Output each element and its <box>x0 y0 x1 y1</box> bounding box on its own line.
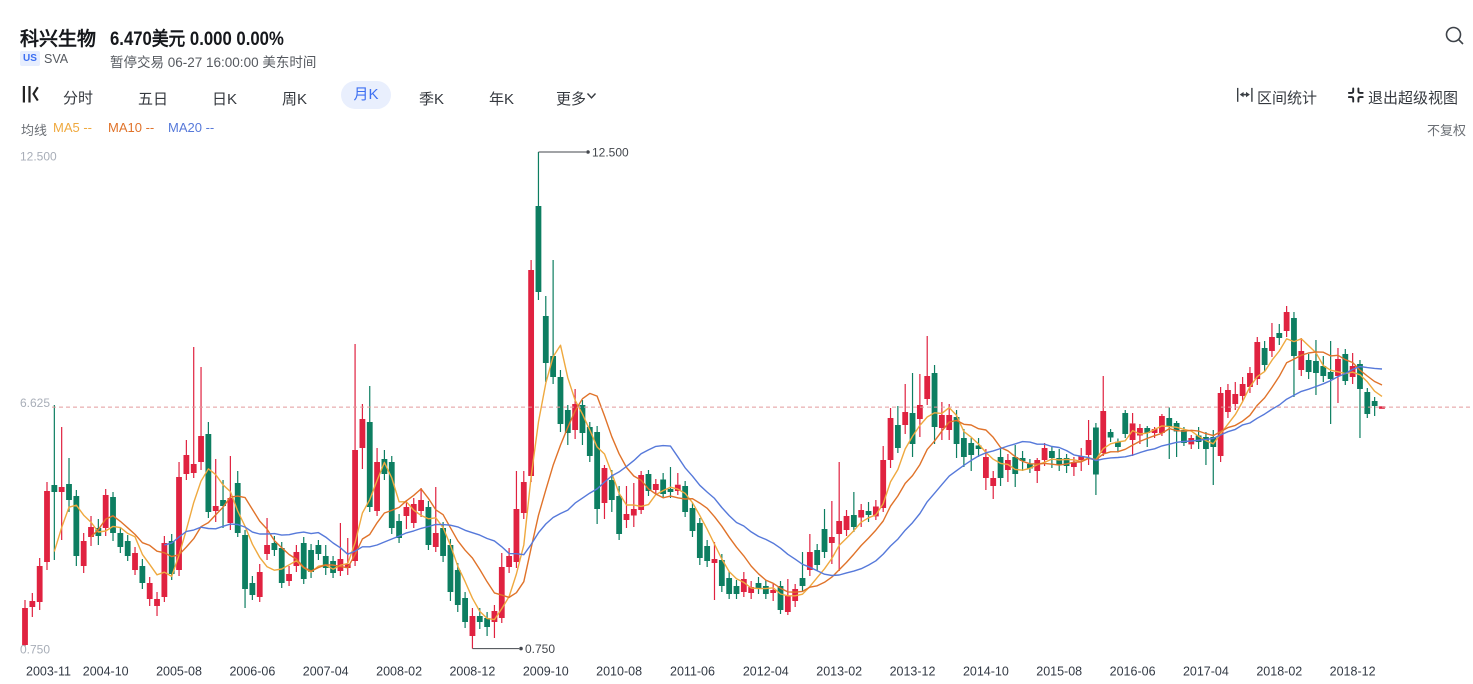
svg-text:2008-12: 2008-12 <box>449 665 495 679</box>
svg-text:2005-08: 2005-08 <box>156 665 202 679</box>
svg-text:2018-12: 2018-12 <box>1330 665 1376 679</box>
svg-text:0.750: 0.750 <box>20 643 50 657</box>
svg-text:2012-04: 2012-04 <box>743 665 789 679</box>
svg-text:6.625: 6.625 <box>20 396 50 410</box>
svg-text:2013-02: 2013-02 <box>816 665 862 679</box>
svg-text:2013-12: 2013-12 <box>890 665 936 679</box>
svg-text:2003-11: 2003-11 <box>26 665 71 679</box>
svg-text:2015-08: 2015-08 <box>1036 665 1082 679</box>
svg-text:2014-10: 2014-10 <box>963 665 1009 679</box>
svg-text:12.500: 12.500 <box>592 146 629 160</box>
svg-text:2010-08: 2010-08 <box>596 665 642 679</box>
svg-text:2017-04: 2017-04 <box>1183 665 1229 679</box>
svg-text:12.500: 12.500 <box>20 150 57 164</box>
svg-text:0.750: 0.750 <box>525 642 555 656</box>
svg-text:2018-02: 2018-02 <box>1256 665 1302 679</box>
svg-text:2006-06: 2006-06 <box>229 665 275 679</box>
svg-text:2011-06: 2011-06 <box>670 665 715 679</box>
svg-text:2007-04: 2007-04 <box>303 665 349 679</box>
svg-text:2004-10: 2004-10 <box>83 665 129 679</box>
svg-text:2009-10: 2009-10 <box>523 665 569 679</box>
svg-text:2016-06: 2016-06 <box>1110 665 1156 679</box>
svg-text:2008-02: 2008-02 <box>376 665 422 679</box>
